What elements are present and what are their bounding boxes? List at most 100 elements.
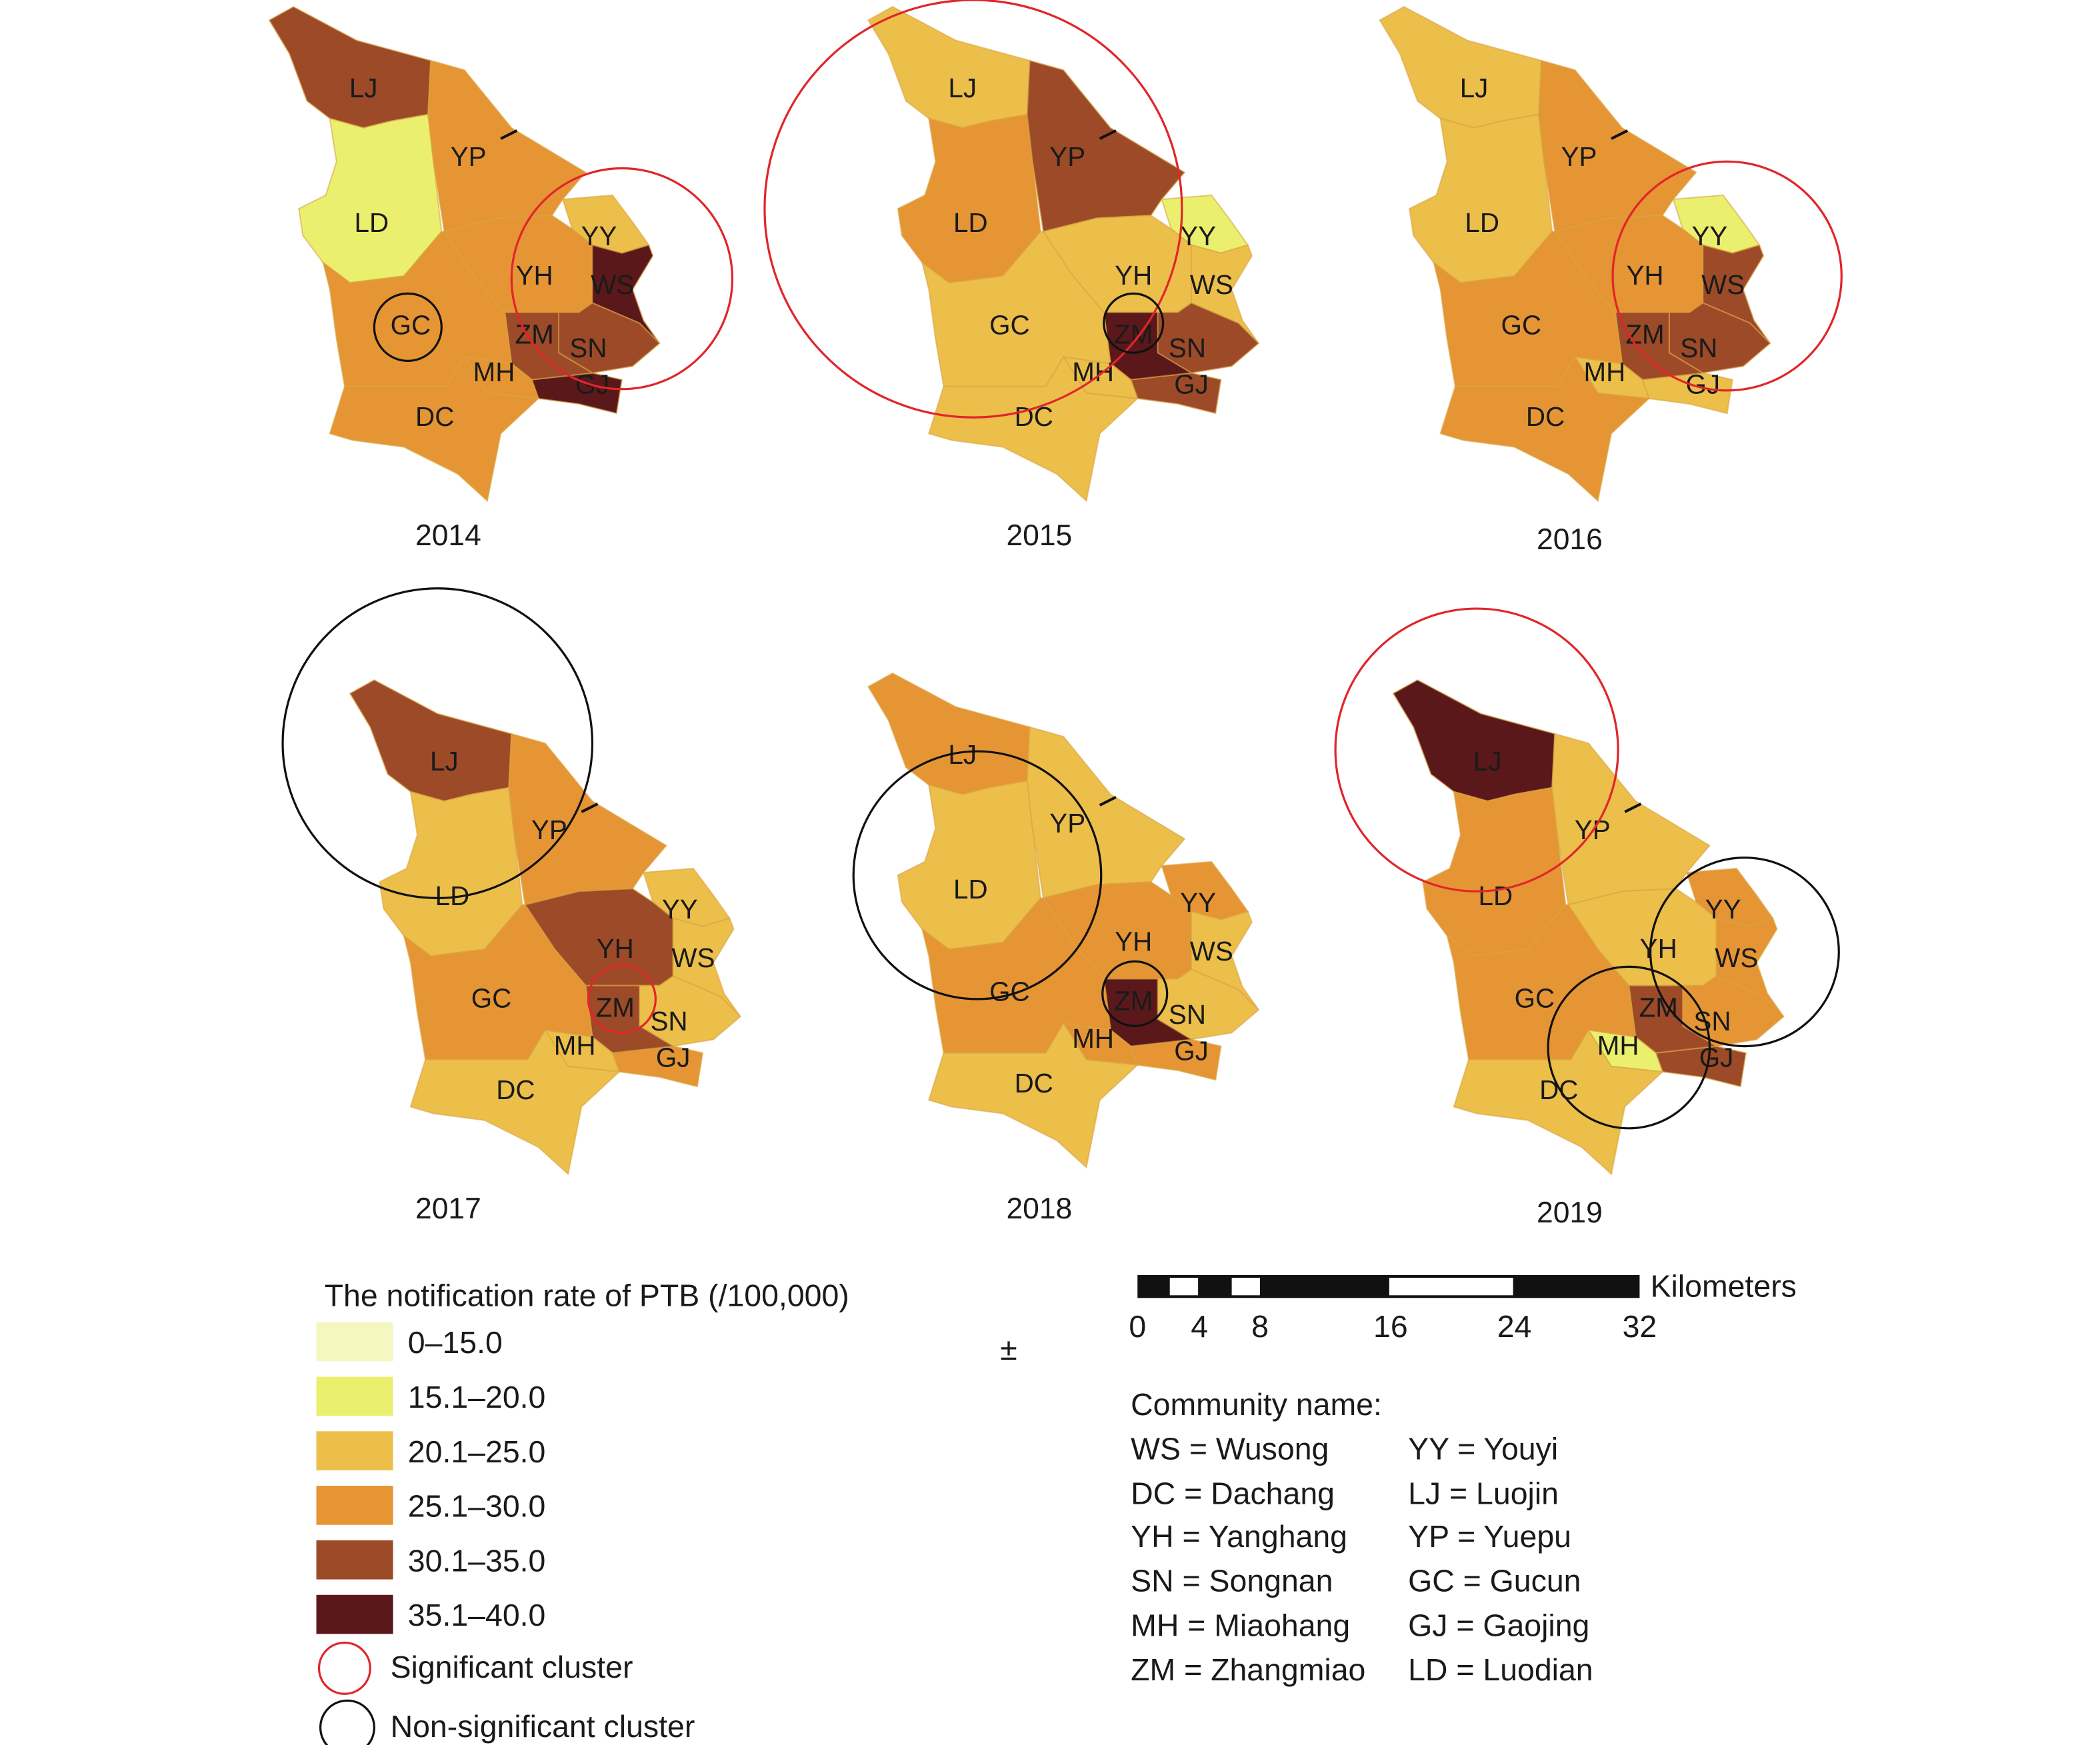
region-label-ws: WS [1190, 936, 1233, 966]
scale-tick: 4 [1191, 1309, 1208, 1344]
region-dc [1439, 355, 1651, 503]
significant-cluster-circle [510, 167, 734, 391]
nonsignificant-cluster-circle [1547, 965, 1711, 1130]
community-entry: WS = Wusong [1131, 1432, 1329, 1466]
region-dc [329, 355, 541, 503]
community-entry: ZM = Zhangmiao [1131, 1652, 1365, 1687]
region-lj [1392, 679, 1556, 802]
region-label-gc: GC [989, 310, 1030, 341]
scale-bar-segment [1231, 1278, 1260, 1296]
region-gc [921, 897, 1112, 1054]
community-entry: DC = Dachang [1131, 1476, 1335, 1510]
legend-class-label: 25.1–30.0 [408, 1489, 546, 1524]
region-label-yh: YH [1626, 260, 1663, 291]
boundary-marker [581, 803, 599, 813]
region-label-mh: MH [554, 1030, 596, 1060]
region-label-gc: GC [1501, 310, 1541, 341]
region-lj [867, 5, 1031, 129]
scale-tick: 32 [1623, 1309, 1657, 1344]
community-entry: YH = Yanghang [1131, 1519, 1347, 1554]
legend-class-label: 15.1–20.0 [408, 1380, 546, 1414]
panel-year-label: 2015 [1006, 519, 1072, 552]
region-label-gc: GC [471, 983, 512, 1014]
region-label-mh: MH [1072, 1023, 1114, 1054]
region-lj [268, 5, 432, 129]
legend-title: The notification rate of PTB (/100,000) [325, 1278, 849, 1312]
region-dc [927, 355, 1139, 503]
region-label-zm: ZM [1625, 319, 1664, 350]
region-label-sn: SN [1169, 333, 1206, 363]
panel-year-label: 2019 [1537, 1196, 1603, 1229]
region-label-lj: LJ [1473, 746, 1502, 777]
region-label-sn: SN [1693, 1006, 1731, 1036]
boundary-marker [1099, 129, 1117, 140]
nonsignificant-cluster-circle [373, 292, 443, 362]
region-label-gj: GJ [656, 1042, 691, 1072]
community-title: Community name: [1131, 1387, 1382, 1422]
significant-cluster-label: Significant cluster [391, 1650, 633, 1684]
region-label-yp: YP [1561, 141, 1597, 172]
region-label-ws: WS [1715, 942, 1758, 973]
significant-cluster-symbol [317, 1641, 371, 1695]
community-entry: MH = Miaohang [1131, 1608, 1350, 1642]
panel-year-label: 2014 [415, 519, 481, 552]
nonsignificant-cluster-circle [1649, 857, 1840, 1048]
region-label-yy: YY [1180, 221, 1216, 251]
region-label-gc: GC [1515, 983, 1555, 1014]
panel-year-label: 2017 [415, 1192, 481, 1225]
region-label-zm: ZM [1639, 992, 1678, 1023]
region-label-lj: LJ [948, 73, 977, 103]
region-label-yy: YY [1705, 894, 1741, 924]
region-label-ld: LD [1465, 207, 1499, 238]
region-label-mh: MH [1597, 1030, 1639, 1060]
region-label-yp: YP [451, 141, 487, 172]
community-entry: SN = Songnan [1131, 1564, 1333, 1598]
legend-swatch [316, 1431, 393, 1470]
region-label-gj: GJ [1699, 1042, 1734, 1072]
boundary-marker [1611, 129, 1629, 140]
region-label-zm: ZM [1114, 986, 1153, 1016]
legend-swatch [316, 1594, 393, 1634]
nonsignificant-cluster-circle [281, 587, 594, 899]
region-label-yp: YP [1049, 808, 1085, 839]
region-label-mh: MH [473, 357, 515, 387]
community-entry: LJ = Luojin [1408, 1476, 1559, 1510]
scale-tick: 0 [1129, 1309, 1146, 1344]
scale-tick: 16 [1373, 1309, 1408, 1344]
community-entry: YP = Yuepu [1408, 1519, 1571, 1554]
legend-swatch [316, 1376, 393, 1416]
region-label-lj: LJ [430, 746, 459, 777]
north-arrow-icon: ± [1000, 1332, 1017, 1366]
panel-year-label: 2016 [1537, 523, 1603, 556]
boundary-marker [1624, 803, 1642, 813]
region-lj [1379, 5, 1543, 129]
region-label-zm: ZM [596, 992, 635, 1023]
region-label-ws: WS [1701, 269, 1745, 300]
region-lj [349, 679, 513, 802]
significant-cluster-circle [587, 964, 657, 1034]
region-label-sn: SN [1169, 999, 1206, 1030]
significant-cluster-circle [763, 0, 1183, 419]
boundary-marker [500, 129, 518, 140]
region-label-lj: LJ [349, 73, 378, 103]
region-label-gc: GC [989, 976, 1030, 1006]
region-label-sn: SN [651, 1006, 688, 1036]
legend-class-label: 30.1–35.0 [408, 1543, 546, 1578]
region-gc [403, 904, 593, 1060]
region-label-yh: YH [516, 260, 553, 291]
scale-bar-frame [1137, 1274, 1640, 1298]
legend-class-label: 20.1–25.0 [408, 1434, 546, 1469]
region-dc [409, 1028, 621, 1176]
region-gc [321, 231, 513, 387]
scale-bar-unit: Kilometers [1651, 1268, 1797, 1303]
region-label-gj: GJ [1174, 1035, 1209, 1066]
